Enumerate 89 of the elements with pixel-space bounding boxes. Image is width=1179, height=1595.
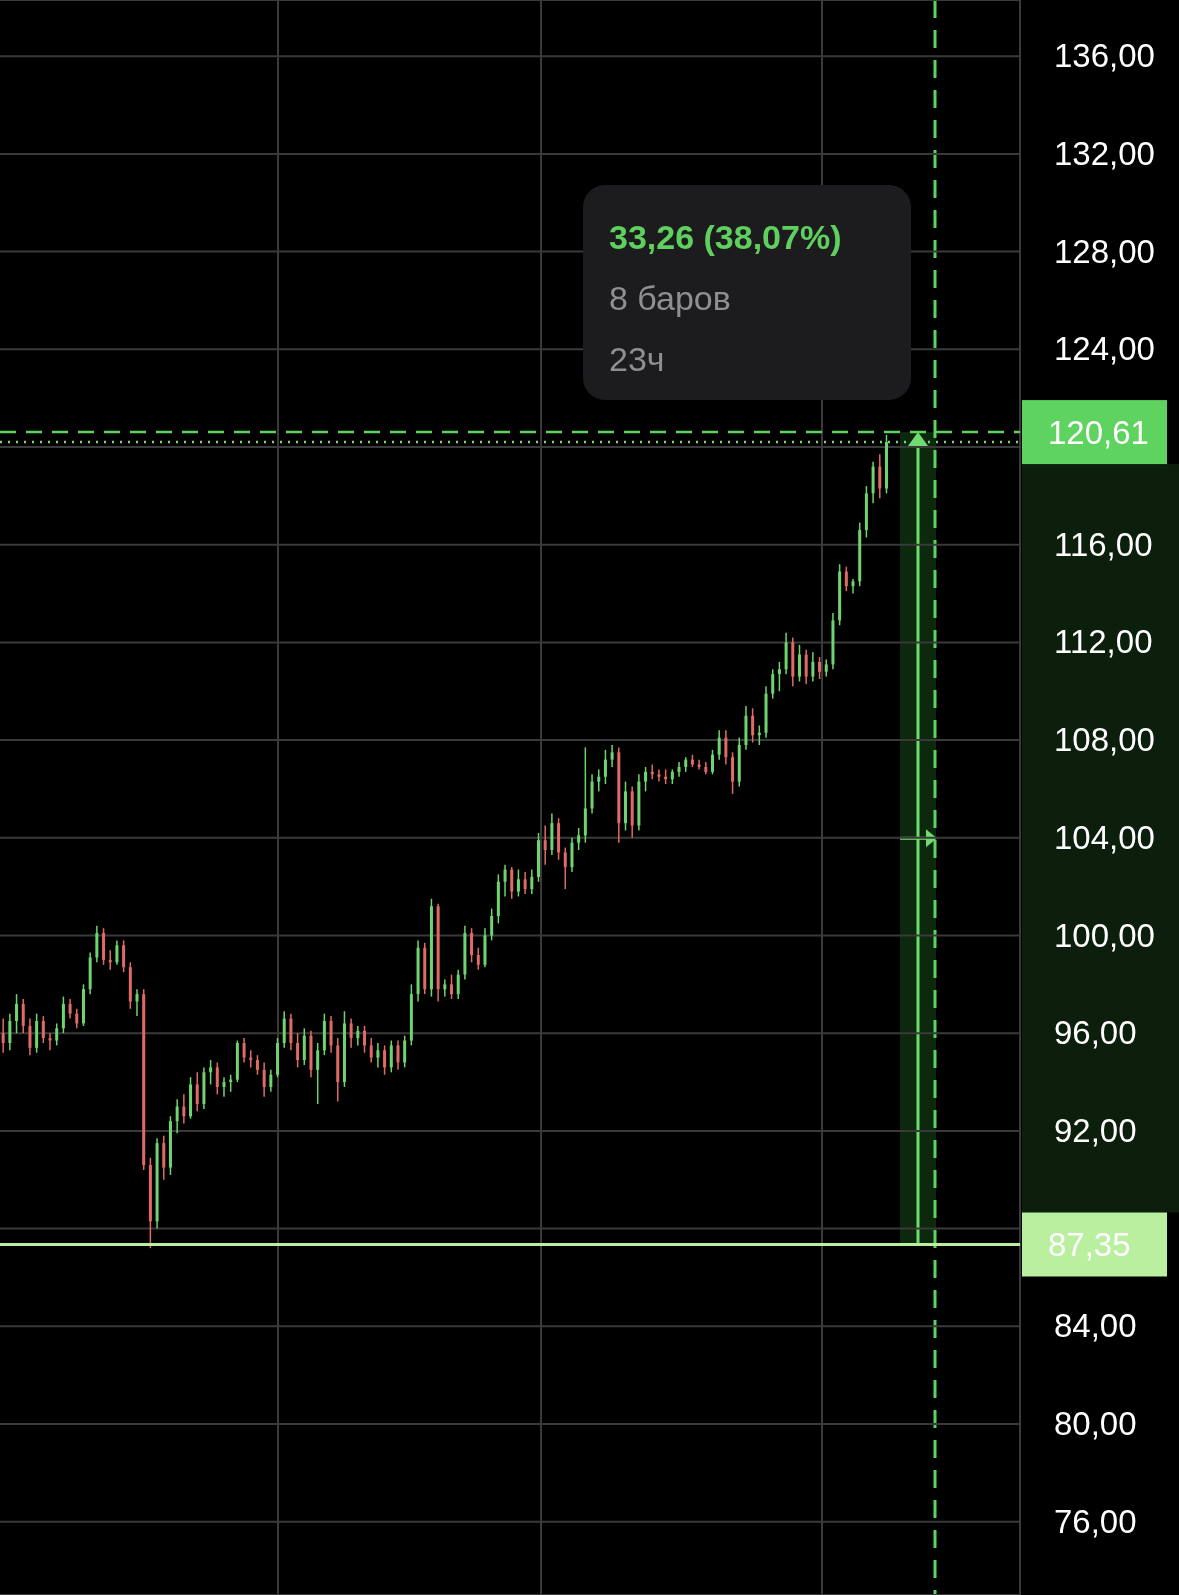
candlestick [677,761,681,778]
candlestick [55,1022,59,1047]
candlestick [804,648,808,685]
candlestick [516,868,520,898]
y-tick-label: 136,00 [1054,37,1155,75]
candlestick [383,1044,387,1076]
y-tick-label: 92,00 [1054,1111,1137,1149]
ref-line-label: 120,61 [1048,414,1149,452]
candlestick [543,824,547,866]
candlestick [376,1042,380,1069]
candlestick [456,968,460,1000]
candlestick [851,578,855,595]
annotation: 23ч [609,339,666,380]
candlestick [751,707,755,744]
candlestick [403,1034,407,1069]
candlestick [724,729,728,766]
candlestick [396,1039,400,1071]
candlestick [490,907,494,942]
candlestick [844,565,848,592]
candlestick [818,656,822,680]
candlestick [523,871,527,895]
candlestick [537,832,541,883]
y-tick-label: 104,00 [1054,818,1155,856]
annotation: 33,26 (38,07%) [609,217,843,258]
y-tick-label: 112,00 [1054,623,1153,661]
candlestick [15,993,19,1034]
y-tick-label: 116,00 [1054,525,1153,563]
candlestick [75,1008,79,1030]
candlestick [1,1017,5,1054]
y-tick-label: 80,00 [1054,1405,1137,1443]
candlestick [450,973,454,1000]
candlestick [209,1059,213,1086]
candlestick [476,946,480,971]
candlestick [644,766,648,793]
annotation: 8 баров [609,278,732,319]
candlestick [262,1061,266,1098]
candlestick [597,768,601,793]
candlestick [797,644,801,683]
candlestick [182,1093,186,1125]
candlestick [48,1032,52,1052]
candlestick [122,939,126,973]
y-tick-label: 96,00 [1054,1014,1137,1052]
candlestick [610,744,614,768]
candlestick [21,998,25,1034]
candlestick [369,1037,373,1064]
candlestick [624,780,627,832]
candlestick [296,1032,300,1069]
candlestick [577,827,581,851]
candlestick [470,927,474,964]
candlestick [771,668,775,700]
candlestick [530,868,534,895]
ref-line-label: 87,35 [1048,1226,1131,1264]
y-tick-label: 100,00 [1054,916,1155,954]
candlestick [195,1071,199,1113]
candlestick [389,1039,393,1074]
candlestick [41,1015,45,1044]
candlestick [510,866,514,900]
candlestick [269,1069,273,1093]
candlestick [777,661,781,692]
y-tick-label: 108,00 [1054,721,1155,759]
candlestick [68,998,72,1020]
candlestick [356,1025,360,1047]
candlestick [657,768,661,783]
candlestick [215,1061,219,1096]
candlestick [878,453,882,500]
candlestick [603,749,607,785]
candlestick [563,846,567,890]
candlestick [135,988,139,1017]
y-tick-label: 84,00 [1054,1307,1137,1345]
candlestick [349,1017,353,1049]
candlestick [316,1042,320,1105]
y-tick-label: 128,00 [1054,232,1155,270]
candlestick [363,1025,367,1054]
candlestick [242,1037,246,1064]
y-tick-label: 124,00 [1054,330,1155,368]
y-tick-label: 132,00 [1054,134,1155,172]
candlestick [28,1017,32,1056]
candlestick [255,1054,259,1076]
candlestick [710,749,714,776]
candlestick [884,434,888,495]
candlestick [717,729,721,761]
candlestick [222,1076,226,1098]
y-tick-label: 76,00 [1054,1502,1137,1540]
candlestick [8,1012,12,1052]
candlestick [503,863,507,898]
candlestick [443,978,447,998]
candlestick [115,939,119,966]
candlestick [811,651,815,683]
candlestick [175,1098,179,1135]
